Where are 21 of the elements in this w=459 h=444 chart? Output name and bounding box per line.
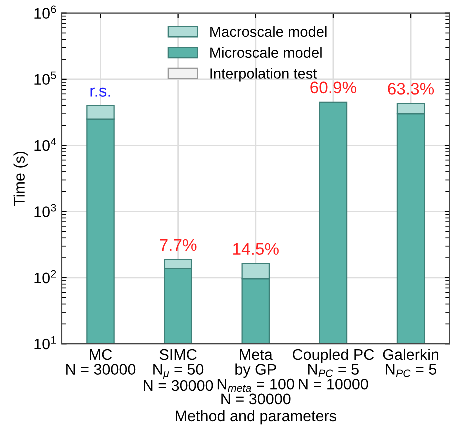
x-tick-label: Meta by GP N$_{meta}$ = 100 N = 30000 <box>218 350 294 405</box>
x-tick-label: MC N = 30000 <box>66 349 136 375</box>
x-axis-title: Method and parameters <box>176 410 336 425</box>
legend-label: Macroscale model <box>210 26 327 38</box>
x-tick-label: Coupled PC N$_{PC}$ = 5 N = 10000 <box>293 348 374 390</box>
y-axis-title: Time (s) <box>14 152 28 206</box>
annotation: 60.9% <box>310 82 356 94</box>
annotation: 63.3% <box>388 83 434 95</box>
y-tick-label: 10$^{4}$ <box>34 138 56 152</box>
annotation: r.s. <box>90 88 110 97</box>
y-tick-label: 10$^{1}$ <box>34 336 56 350</box>
y-tick-label: 10$^{3}$ <box>34 204 56 218</box>
y-tick-label: 10$^{2}$ <box>34 270 56 284</box>
y-tick-label: 10$^{6}$ <box>34 6 56 19</box>
x-tick-label: SIMC N$_{μ}$ = 50 N = 30000 <box>144 349 214 392</box>
annotation: 7.7% <box>160 239 197 252</box>
y-tick-label: 10$^{5}$ <box>34 72 56 86</box>
legend-label: Interpolation test <box>210 68 318 82</box>
annotation: 14.5% <box>234 243 279 256</box>
x-tick-label: Galerkin N$_{PC}$ = 5 <box>383 348 438 378</box>
legend-label: Microscale model <box>210 47 322 58</box>
